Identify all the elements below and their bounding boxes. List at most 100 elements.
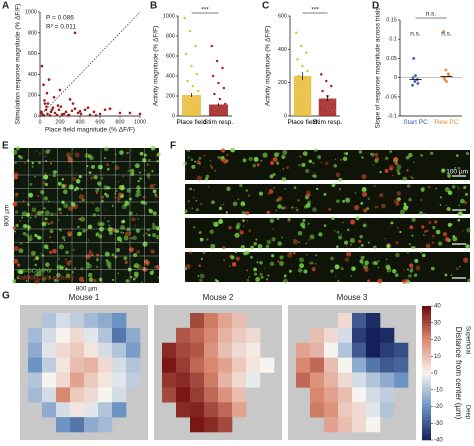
micrograph-strip <box>185 252 470 282</box>
micrograph-blob <box>409 269 413 273</box>
micrograph-blob <box>297 268 303 273</box>
micrograph-blob <box>342 221 344 224</box>
micrograph-blob <box>120 225 126 230</box>
significance-label: *** <box>311 7 319 14</box>
micrograph-blob <box>384 237 386 240</box>
scatter-point <box>128 111 132 115</box>
heatmap-cell <box>380 387 395 403</box>
scatter-point <box>94 114 98 117</box>
colorbar-segment <box>422 349 431 354</box>
micrograph-blob <box>130 172 134 177</box>
micrograph-blob <box>408 197 412 202</box>
micrograph-blob <box>88 249 92 253</box>
heatmap-cell <box>28 357 43 373</box>
colorbar-segment <box>422 433 431 437</box>
micrograph-blob <box>119 150 124 155</box>
micrograph-blob <box>272 157 278 162</box>
micrograph-blob <box>47 248 49 250</box>
micrograph-blob <box>292 239 298 245</box>
micrograph-blob <box>116 248 120 252</box>
micrograph-blob <box>298 164 301 167</box>
micrograph-blob <box>396 168 400 173</box>
micrograph-blob <box>410 245 415 250</box>
heatmap-cell <box>352 402 367 418</box>
micrograph-blob <box>245 211 250 216</box>
x-tick-label: 800 <box>115 119 124 125</box>
heatmap-cell <box>190 372 205 388</box>
heatmap-cell <box>126 327 141 344</box>
micrograph-blob <box>302 225 306 229</box>
micrograph-blob <box>101 281 104 284</box>
micrograph-blob <box>116 236 122 242</box>
micrograph-blob <box>396 164 402 170</box>
heatmap-cell <box>246 342 261 358</box>
micrograph-blob <box>63 203 69 209</box>
micrograph-blob <box>395 201 400 206</box>
micrograph-blob <box>384 156 389 161</box>
micrograph-blob <box>270 161 274 165</box>
scatter-point <box>70 109 74 113</box>
micrograph-blob <box>271 254 275 258</box>
micrograph-blob <box>101 177 104 180</box>
micrograph-blob <box>12 149 18 155</box>
micrograph-blob <box>235 225 240 230</box>
heatmap-cell <box>310 327 325 344</box>
micrograph-blob <box>373 245 377 249</box>
micrograph-blob <box>123 235 129 241</box>
heatmap-cell <box>190 327 205 344</box>
micrograph-blob <box>456 185 459 188</box>
micrograph-blob <box>372 163 375 166</box>
micrograph-blob <box>111 204 114 207</box>
micrograph-blob <box>223 259 226 262</box>
micrograph-blob <box>409 225 414 230</box>
micrograph-blob <box>131 217 136 222</box>
heatmap-cell <box>112 313 127 329</box>
micrograph-blob <box>246 219 249 222</box>
micrograph-blob <box>156 152 161 157</box>
heatmap-cell <box>56 327 71 344</box>
micrograph-blob <box>43 174 48 180</box>
micrograph-blob <box>147 228 150 232</box>
data-point <box>196 89 200 93</box>
micrograph-blob <box>150 249 155 254</box>
micrograph-blob <box>92 278 97 283</box>
micrograph-blob <box>230 147 235 153</box>
micrograph-blob <box>15 146 20 151</box>
micrograph-blob <box>80 216 86 222</box>
micrograph-blob <box>25 280 28 282</box>
data-point <box>221 66 224 70</box>
point-significance: n.s. <box>410 31 421 38</box>
micrograph-blob <box>399 209 405 215</box>
micrograph-blob <box>279 261 284 266</box>
micrograph-blob <box>242 219 245 222</box>
colorbar-segment <box>422 319 431 324</box>
heatmap-cell <box>204 313 219 329</box>
micrograph-blob <box>106 163 109 166</box>
micrograph-blob <box>204 177 209 181</box>
micrograph-blob <box>104 217 106 219</box>
micrograph-blob <box>210 243 216 249</box>
micrograph-blob <box>276 161 280 165</box>
micrograph-blob <box>136 189 141 194</box>
data-point <box>445 80 448 83</box>
micrograph-blob <box>152 189 157 194</box>
micrograph-blob <box>450 274 453 277</box>
micrograph-blob <box>199 202 203 206</box>
heatmap-cell <box>380 342 395 358</box>
heatmap-cell <box>204 387 219 403</box>
heatmap-cell <box>162 357 177 373</box>
colorbar-segment <box>422 309 431 313</box>
colorbar-segment <box>422 419 431 424</box>
micrograph-blob <box>313 148 318 152</box>
scatter-point <box>66 114 70 117</box>
micrograph-blob <box>206 238 209 241</box>
micrograph-blob <box>364 267 369 272</box>
micrograph-blob <box>269 174 274 179</box>
micrograph-blob <box>289 251 292 254</box>
scatter-point <box>76 111 80 115</box>
micrograph-blob <box>266 210 271 215</box>
micrograph-blob <box>255 277 261 282</box>
heatmap-cell <box>56 342 71 358</box>
micrograph-blob <box>209 159 212 162</box>
micrograph-blob <box>430 266 435 271</box>
